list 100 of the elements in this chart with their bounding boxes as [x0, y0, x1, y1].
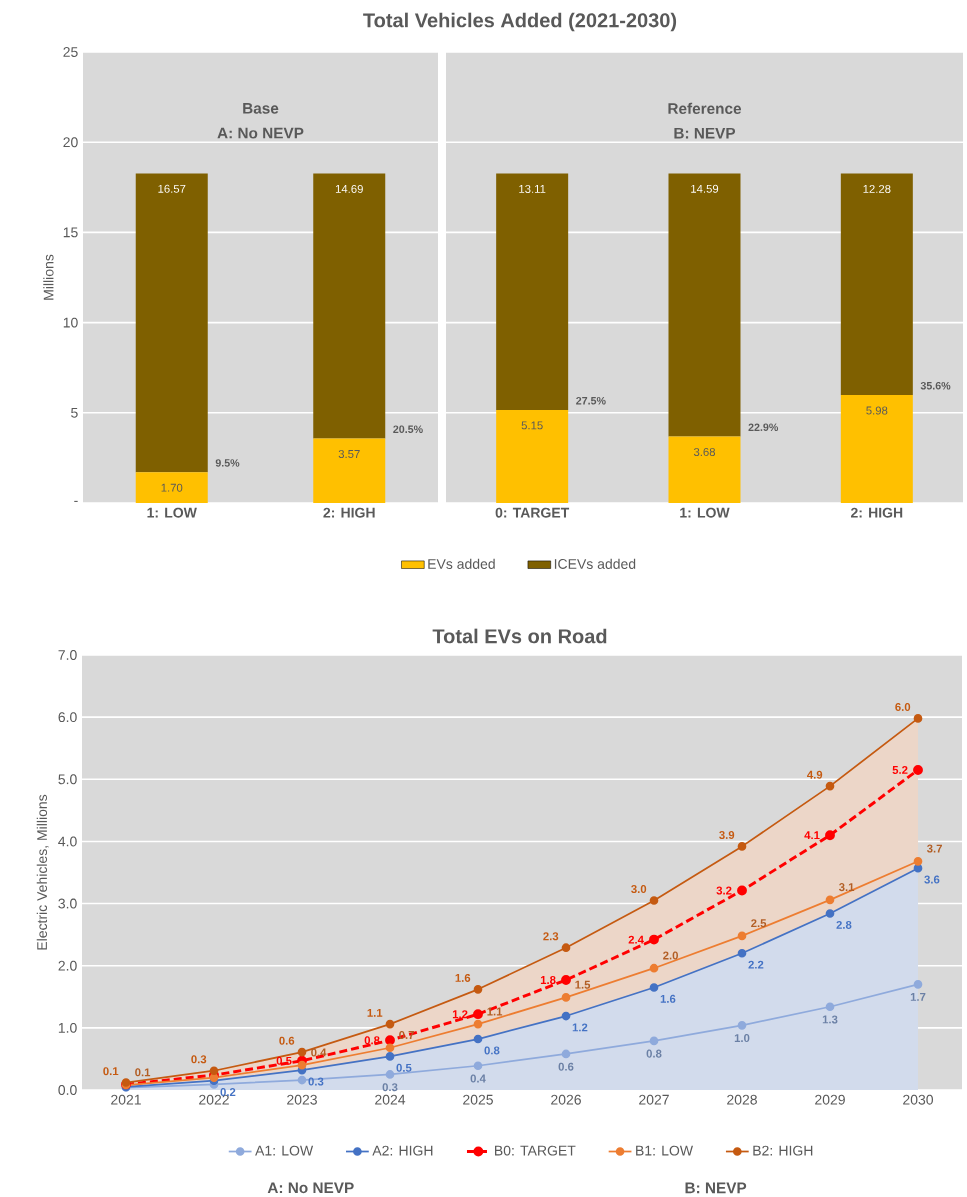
data-label: 4.9 [807, 770, 823, 779]
y-tick-label: 10 [63, 317, 78, 328]
y-tick-label: 0.0 [58, 1085, 77, 1095]
x-tick-label: 1: LOW [680, 507, 730, 518]
data-label: 1.6 [660, 994, 676, 1003]
data-label: 0.3 [308, 1077, 324, 1086]
y-tick-label: 6.0 [58, 712, 77, 723]
data-label: 2.0 [663, 951, 678, 960]
data-label: 2.5 [751, 919, 767, 928]
y-tick-label: 3.0 [58, 898, 77, 909]
data-label: 2.2 [748, 960, 764, 969]
y-tick-label: 5.0 [58, 774, 77, 785]
data-label: 1.6 [455, 973, 471, 982]
annotation: 35.6% [920, 381, 951, 390]
data-label: 1.5 [575, 980, 591, 989]
y-tick-label: - [74, 500, 78, 502]
annotation: 9.5% [215, 459, 240, 467]
legend-label: B2: HIGH [753, 1145, 813, 1156]
x-tick-label: 2: HIGH [850, 507, 903, 518]
legend-label: B1: LOW [636, 1145, 693, 1156]
y-tick-label: 25 [63, 47, 78, 57]
data-label: 6.0 [895, 703, 911, 711]
data-label: 0.8 [646, 1049, 662, 1058]
x-tick-label: 2026 [551, 1094, 581, 1105]
data-label: 0.3 [382, 1083, 398, 1092]
data-label: 1.7 [910, 993, 926, 1001]
data-label: 4.1 [804, 831, 820, 840]
data-label: 3.68 [693, 447, 716, 456]
data-label: 5.2 [892, 765, 908, 774]
y-tick-label: 1.0 [58, 1022, 77, 1033]
data-label: 2.8 [836, 920, 852, 929]
data-label: 0.5 [396, 1063, 412, 1072]
data-label: 0.6 [558, 1062, 574, 1071]
data-label: 14.69 [335, 184, 363, 193]
annotation: Reference [668, 102, 742, 114]
annotation: B: NEVP [674, 127, 736, 139]
data-label: 0.2 [220, 1088, 236, 1097]
x-tick-label: 2027 [639, 1094, 669, 1105]
data-label: 3.1 [838, 883, 855, 892]
data-label: 0.3 [191, 1055, 207, 1064]
y-axis-title: Millions [43, 254, 54, 300]
y-tick-label: 5 [71, 407, 78, 418]
x-tick-label: 2029 [815, 1094, 845, 1105]
x-tick-label: 2: HIGH [323, 507, 375, 518]
annotation: 20.5% [393, 425, 423, 433]
y-tick-label: 20 [63, 137, 78, 148]
legend-label: A2: HIGH [372, 1145, 433, 1156]
data-label: 16.57 [158, 184, 186, 193]
legend-label: B0: TARGET [495, 1145, 576, 1156]
data-label: 1.1 [487, 1007, 503, 1016]
text: B: NEVP [685, 1182, 747, 1194]
annotation: A: No NEVP [217, 127, 304, 139]
data-label: 1.2 [572, 1023, 588, 1032]
x-tick-label: 2022 [199, 1094, 229, 1105]
data-label: 0.1 [103, 1067, 119, 1076]
data-label: 1.0 [734, 1034, 750, 1043]
y-tick-label: 2.0 [58, 960, 77, 971]
annotation: Base [243, 103, 279, 114]
legend-label: A1: LOW [255, 1145, 314, 1156]
y-tick-label: 4.0 [58, 836, 77, 847]
legend-label: ICEVs added [554, 558, 636, 569]
text: Total Vehicles Added (2021-2030) [363, 12, 677, 32]
x-tick-label: 2021 [111, 1094, 141, 1105]
data-label: 1.2 [452, 1010, 468, 1019]
data-label: 0.8 [484, 1046, 500, 1055]
data-label: 3.2 [716, 886, 732, 895]
x-tick-label: 1: LOW [147, 507, 197, 518]
data-label: 1.3 [822, 1015, 838, 1024]
x-tick-label: 2025 [463, 1094, 493, 1105]
data-label: 0.4 [311, 1048, 327, 1057]
x-tick-label: 2028 [727, 1094, 757, 1105]
annotation: 27.5% [576, 396, 606, 405]
data-label: 3.7 [926, 844, 942, 853]
chart-title: Total EVs on Road [432, 628, 607, 644]
data-label: 3.6 [924, 875, 940, 884]
data-label: 12.28 [863, 184, 891, 193]
x-tick-label: 0: TARGET [495, 507, 570, 518]
annotation: 22.9% [748, 423, 779, 432]
data-label: 5.98 [866, 406, 888, 415]
data-label: 0.1 [135, 1068, 151, 1077]
y-tick-label: 15 [63, 227, 78, 238]
data-label: 0.4 [470, 1074, 486, 1083]
y-axis-title: Electric Vehicles, Millions [36, 794, 49, 950]
data-label: 2.4 [628, 935, 644, 944]
data-label: 5.15 [521, 421, 543, 430]
legend-label: EVs added [428, 558, 495, 569]
x-tick-label: 2024 [375, 1094, 406, 1105]
text: A: No NEVP [267, 1182, 354, 1194]
data-label: 1.8 [540, 976, 556, 985]
x-tick-label: 2030 [903, 1094, 934, 1105]
data-label: 0.6 [279, 1036, 295, 1045]
data-label: 3.9 [719, 830, 735, 840]
x-tick-label: 2023 [287, 1094, 317, 1105]
data-label: 14.59 [691, 184, 719, 193]
data-label: 2.3 [543, 932, 559, 941]
data-label: 3.57 [338, 449, 360, 458]
data-label: 13.11 [519, 184, 546, 193]
y-tick-label: 7.0 [58, 650, 77, 660]
data-label: 1.1 [367, 1008, 383, 1017]
data-label: 3.0 [631, 885, 647, 894]
